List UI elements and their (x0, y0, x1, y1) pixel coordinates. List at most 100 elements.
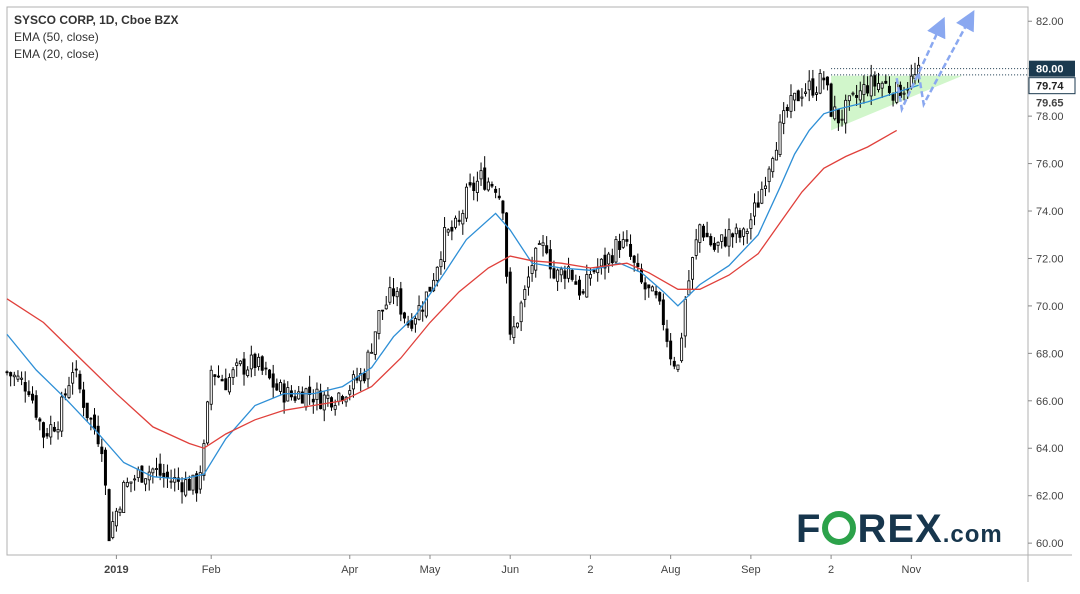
candle (490, 181, 494, 189)
candle-body (410, 320, 414, 329)
price-tag-high-label: 80.00 (1036, 64, 1064, 76)
y-tick-label: 74.00 (1036, 206, 1064, 218)
candle-body (508, 271, 512, 335)
candle (610, 248, 614, 267)
candle (880, 81, 884, 98)
price-tag-close: 79.74 (1028, 77, 1076, 95)
annotation-layer (831, 10, 1028, 114)
candle-body (618, 240, 622, 250)
candle (731, 232, 735, 248)
candle (198, 465, 202, 494)
candle-body (377, 310, 381, 334)
candle-body (523, 289, 527, 300)
candle-body (763, 185, 767, 190)
candle-body (235, 362, 239, 366)
candle-body (297, 391, 301, 400)
candle-body (851, 92, 855, 95)
candle (508, 267, 512, 341)
candle (643, 277, 647, 301)
candle-body (34, 395, 38, 418)
candle (519, 300, 523, 332)
candle-body (333, 405, 337, 410)
candle-body (607, 253, 611, 265)
candle-body (683, 298, 687, 337)
candle-body (260, 356, 264, 371)
candle-body (548, 249, 552, 270)
candle-body (151, 468, 155, 474)
candle-body (384, 304, 388, 310)
candle-body (238, 360, 242, 365)
y-tick-label: 68.00 (1036, 348, 1064, 360)
candle (577, 275, 581, 300)
candle-body (567, 266, 571, 279)
candle (603, 247, 607, 280)
ema20-line (6, 84, 919, 480)
candle (242, 352, 246, 386)
candle (720, 234, 724, 249)
candle (760, 181, 764, 205)
candle (461, 209, 465, 235)
candle-body (891, 93, 895, 101)
candle-body (282, 383, 286, 403)
x-tick-label: May (420, 564, 441, 576)
legend-ema50: EMA (50, close) (14, 30, 99, 44)
candle (220, 374, 224, 382)
candle (82, 381, 86, 417)
candle-body (399, 288, 403, 315)
candle-body (67, 385, 71, 398)
candle-body (370, 351, 374, 354)
candle-body (742, 228, 746, 237)
candle-body (162, 472, 166, 478)
candle (658, 291, 662, 305)
candle-body (337, 392, 341, 402)
chart-legend: SYSCO CORP, 1D, Cboe BZX EMA (50, close)… (14, 12, 178, 63)
candle (501, 199, 505, 221)
chart-title: SYSCO CORP, 1D, Cboe BZX (14, 13, 179, 27)
candle-body (362, 373, 366, 382)
candle (268, 368, 272, 380)
candle-body (639, 268, 643, 283)
candle-body (366, 351, 370, 380)
candle (278, 379, 282, 395)
candle (494, 186, 498, 199)
candle (709, 233, 713, 247)
candle-body (271, 373, 275, 388)
candle (698, 223, 702, 253)
candle-body (118, 508, 122, 514)
candle (607, 251, 611, 273)
candle-body (220, 379, 224, 382)
candle (231, 367, 235, 386)
candle (173, 468, 177, 492)
candle-body (82, 389, 86, 408)
candle-body (570, 269, 574, 280)
candle (833, 95, 837, 121)
candle-body (373, 331, 377, 355)
candle (144, 478, 148, 492)
candle-body (227, 377, 231, 393)
candle-body (592, 270, 596, 273)
y-tick-label: 70.00 (1036, 301, 1064, 313)
candle-body (421, 309, 425, 312)
candle (9, 371, 13, 387)
y-tick-label: 64.00 (1036, 443, 1064, 455)
candle-body (643, 282, 647, 290)
candle-body (27, 391, 31, 396)
candle (388, 276, 392, 305)
candle-body (443, 227, 447, 262)
candle (556, 268, 560, 291)
candle-body (749, 219, 753, 229)
candle-body (351, 374, 355, 390)
candle (464, 183, 468, 222)
y-tick-label: 78.00 (1036, 111, 1064, 123)
candle (629, 234, 633, 260)
candle-body (599, 258, 603, 267)
candle-body (581, 291, 585, 294)
candle-body (9, 372, 13, 377)
candle-body (650, 286, 654, 292)
candle (399, 281, 403, 322)
candle-body (52, 426, 56, 432)
logo-o-icon (822, 510, 857, 545)
candle (574, 274, 578, 285)
